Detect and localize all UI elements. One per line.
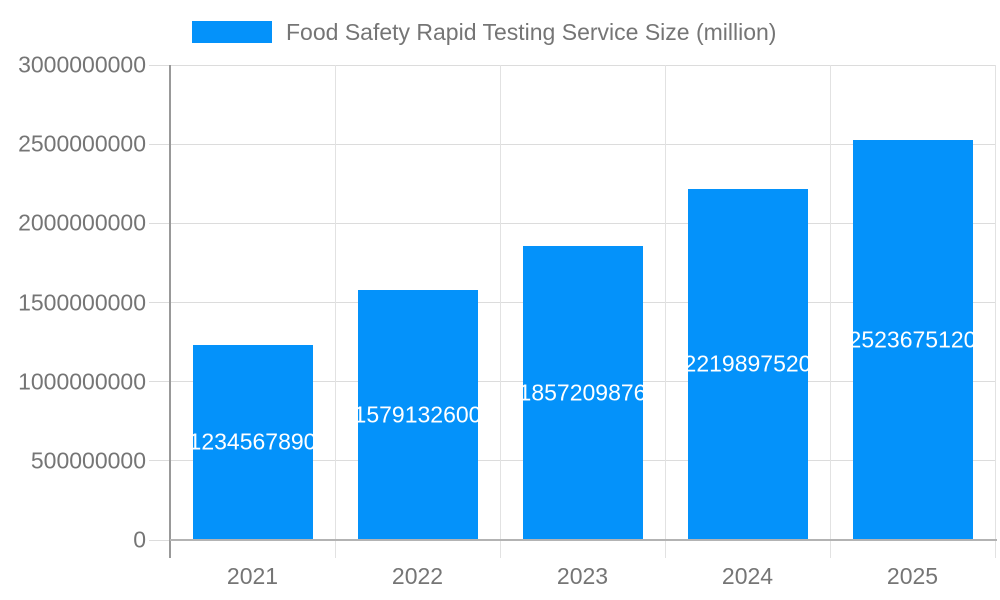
y-axis-tick-label: 0 — [133, 526, 146, 553]
y-axis-tick-label: 2500000000 — [18, 130, 146, 157]
y-axis-tick-label: 3000000000 — [18, 51, 146, 78]
y-gridline — [149, 143, 995, 145]
legend-label: Food Safety Rapid Testing Service Size (… — [286, 18, 777, 45]
bar-2021[interactable]: 1234567890 — [192, 344, 313, 540]
bar-value-label: 1857209876 — [522, 379, 643, 406]
bar-value-label: 2523675120 — [852, 326, 973, 353]
x-gridline — [499, 65, 501, 558]
bar-2025[interactable]: 2523675120 — [852, 140, 973, 540]
x-axis-tick-label: 2021 — [226, 563, 279, 589]
x-gridline — [829, 65, 831, 558]
y-gridline — [149, 222, 995, 224]
y-axis-line — [169, 65, 171, 558]
bar-2023[interactable]: 1857209876 — [522, 245, 643, 540]
bar-value-label: 2219897520 — [687, 350, 808, 377]
y-axis-tick-label: 500000000 — [30, 447, 146, 474]
x-gridline — [664, 65, 666, 558]
x-gridline — [994, 65, 996, 558]
y-axis-tick-label: 2000000000 — [18, 209, 146, 236]
x-axis-line — [170, 539, 997, 541]
bar-value-label: 1234567890 — [192, 428, 313, 455]
x-axis-tick-label: 2022 — [391, 563, 444, 589]
y-gridline — [149, 64, 995, 66]
bar-2022[interactable]: 1579132600 — [357, 289, 478, 540]
bar-value-label: 1579132600 — [357, 401, 478, 428]
x-axis-tick-label: 2023 — [556, 563, 609, 589]
x-gridline — [334, 65, 336, 558]
x-axis-tick-label: 2024 — [721, 563, 774, 589]
y-axis-tick-label: 1500000000 — [18, 289, 146, 315]
x-axis-tick-label: 2025 — [886, 563, 939, 589]
legend[interactable]: Food Safety Rapid Testing Service Size (… — [192, 15, 776, 49]
y-axis-tick-label: 1000000000 — [18, 368, 146, 395]
legend-swatch — [192, 21, 272, 43]
bar-2024[interactable]: 2219897520 — [687, 188, 808, 540]
